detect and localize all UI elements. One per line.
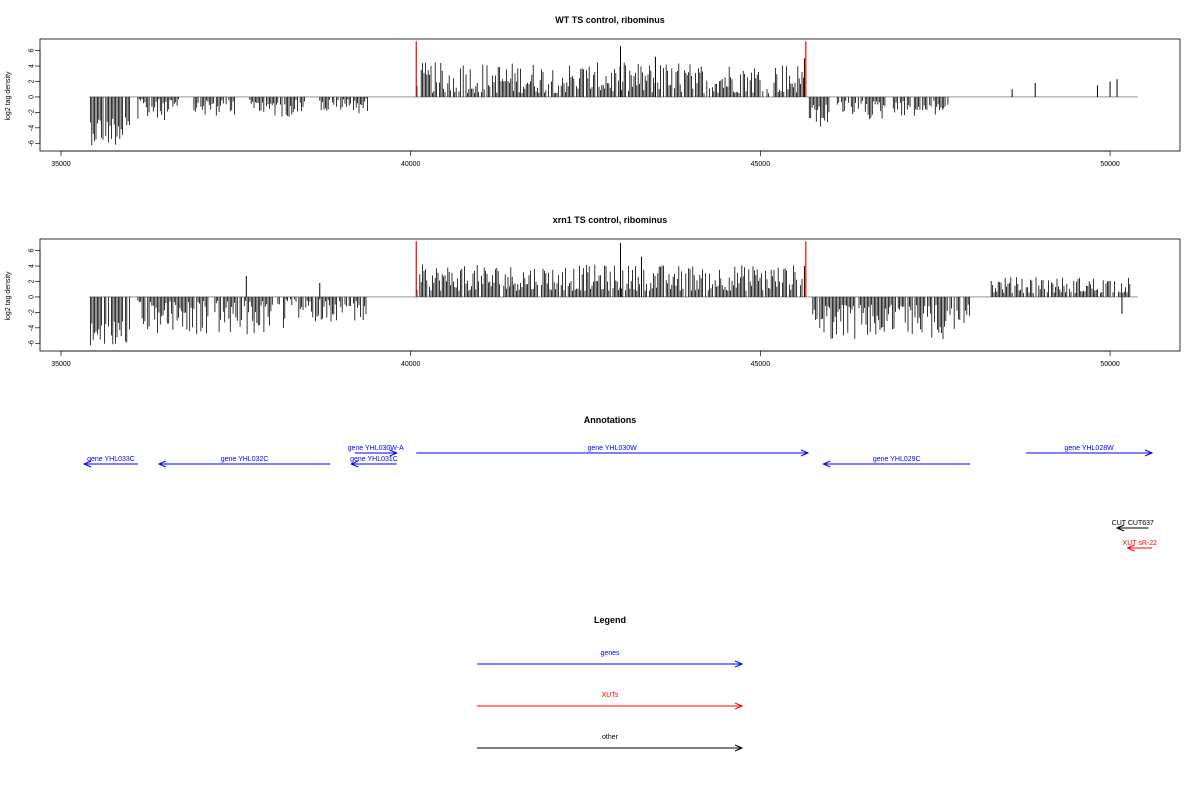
features-group: gene YHL033C gene YHL032C gene YHL031C gene… xyxy=(82,445,1158,552)
y-tick-label: -6 xyxy=(29,140,36,146)
xrn1-density-panel: xrn1 TS control, ribominus log2 tag dens… xyxy=(5,215,1181,368)
legend-title: Legend xyxy=(594,615,626,625)
y-tick-label: 0 xyxy=(29,95,36,99)
feature-label: XUT sR-22 xyxy=(1123,540,1158,547)
y-tick-label: -6 xyxy=(29,340,36,346)
y-tick-label: 0 xyxy=(29,295,36,299)
arrow-head xyxy=(349,460,359,468)
arrow-head xyxy=(389,449,398,457)
y-tick-label: -4 xyxy=(29,325,36,331)
feature-label: gene YHL030W xyxy=(587,445,637,452)
panel-title: WT TS control, ribominus xyxy=(555,15,665,25)
y-tick-label: 6 xyxy=(29,49,36,53)
arrow-head xyxy=(157,460,167,468)
y-tick-label: -2 xyxy=(29,309,36,315)
arrow-head xyxy=(1115,524,1125,532)
arrow-head xyxy=(82,460,92,468)
y-tick-label: -2 xyxy=(29,109,36,115)
arrow-head xyxy=(734,702,744,710)
bars-group xyxy=(88,41,1139,146)
annotations-title: Annotations xyxy=(584,415,637,425)
x-tick-label: 40000 xyxy=(401,161,421,168)
feature-label: gene YHL033C xyxy=(87,456,135,463)
feature-label: gene YHL028W xyxy=(1064,445,1114,452)
y-tick-label: 6 xyxy=(29,249,36,253)
legend-label: XUTs xyxy=(602,692,619,699)
wt-density-panel: WT TS control, ribominus log2 tag densit… xyxy=(5,15,1181,168)
arrow-head xyxy=(734,660,744,668)
arrow-head xyxy=(1126,544,1135,552)
legend-label: genes xyxy=(600,650,620,657)
y-tick-label: 4 xyxy=(29,64,36,68)
panel-title: xrn1 TS control, ribominus xyxy=(553,215,668,225)
legend-label: other xyxy=(602,734,619,741)
y-tick-label: -4 xyxy=(29,125,36,131)
y-tick-label: 2 xyxy=(29,279,36,283)
x-tick-label: 50000 xyxy=(1100,361,1120,368)
arrow-head xyxy=(800,449,810,457)
feature-label: gene YHL032C xyxy=(221,456,269,463)
feature-label: CUT CUT637 xyxy=(1112,520,1154,527)
x-tick-label: 40000 xyxy=(401,361,421,368)
axes-group: 6 4 2 0 -2 -4 -6 35000 40000 45000 50000 xyxy=(29,49,1120,168)
x-tick-label: 45000 xyxy=(751,161,771,168)
legend-items: genes XUTs other xyxy=(477,650,744,752)
x-tick-label: 35000 xyxy=(51,161,71,168)
legend: Legend genes XUTs other xyxy=(477,615,744,752)
y-axis-label: log2 tag density xyxy=(5,271,12,321)
feature-label: gene YHL031C xyxy=(350,456,398,463)
arrow-head xyxy=(822,460,831,468)
bars-group xyxy=(88,241,1139,346)
x-tick-label: 45000 xyxy=(751,361,771,368)
annotations-track: Annotations gene YHL033C gene YHL032C gene… xyxy=(82,415,1158,552)
arrow-head xyxy=(734,744,744,752)
x-tick-label: 35000 xyxy=(51,361,71,368)
y-tick-label: 4 xyxy=(29,264,36,268)
arrow-head xyxy=(1144,449,1154,457)
x-tick-label: 50000 xyxy=(1100,161,1120,168)
y-axis-label: log2 tag density xyxy=(5,71,12,121)
y-tick-label: 2 xyxy=(29,79,36,83)
axes-group: 6 4 2 0 -2 -4 -6 35000 40000 45000 50000 xyxy=(29,249,1120,368)
feature-label: gene YHL030W-A xyxy=(348,445,404,452)
feature-label: gene YHL029C xyxy=(873,456,921,463)
